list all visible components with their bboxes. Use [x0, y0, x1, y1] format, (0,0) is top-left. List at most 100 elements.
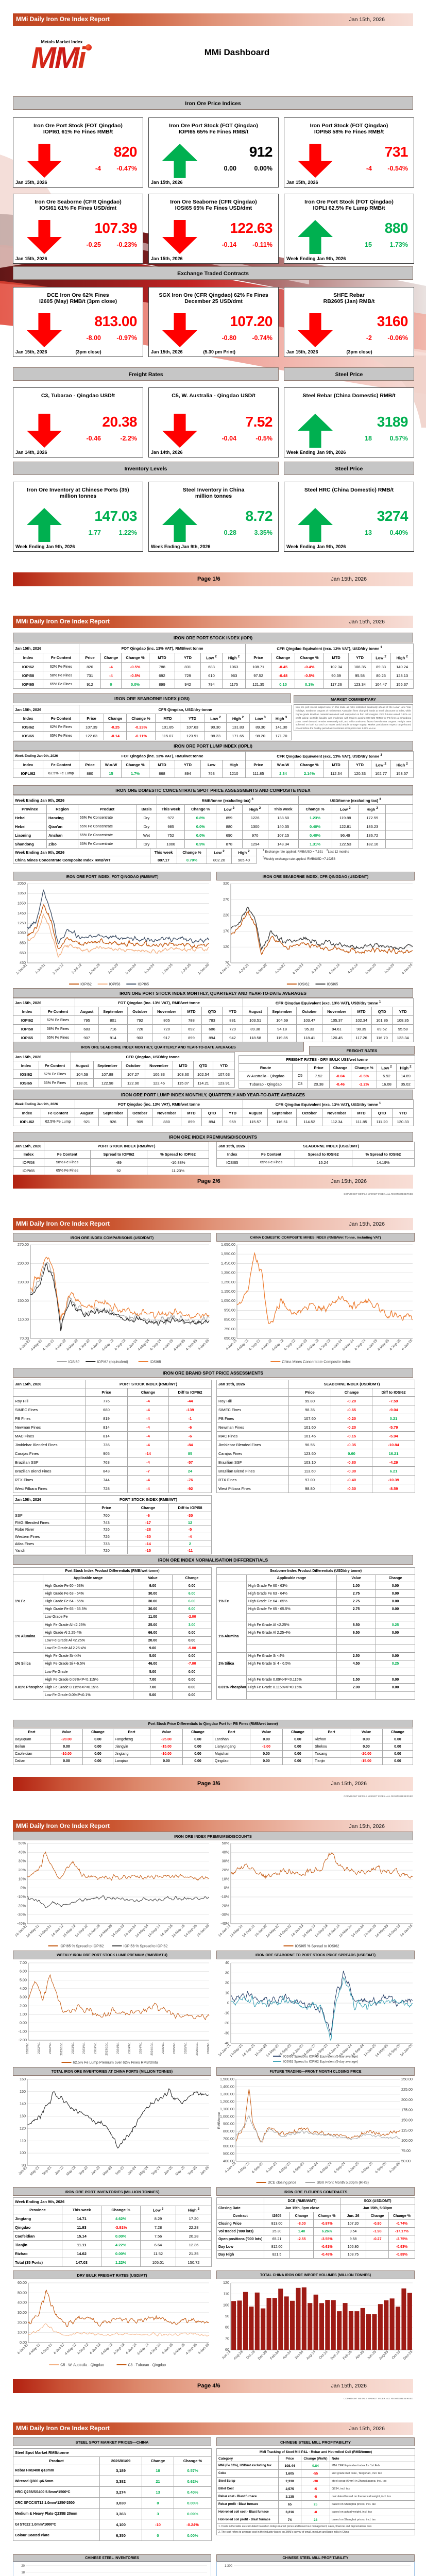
svg-text:1-Jan-23: 1-Jan-23	[89, 963, 101, 975]
svg-text:Aug-24: Aug-24	[306, 2350, 317, 2361]
svg-text:Oct-24: Oct-24	[318, 2350, 329, 2360]
svg-text:14-Sep-22: 14-Sep-22	[75, 1924, 89, 1938]
svg-text:-20%: -20%	[220, 1903, 229, 1908]
svg-text:4-Sep-25: 4-Sep-25	[389, 1338, 402, 1351]
svg-text:IOPI62: IOPI62	[80, 983, 92, 987]
svg-text:1,500.00: 1,500.00	[220, 2077, 234, 2081]
svg-text:225.00: 225.00	[401, 2087, 413, 2092]
svg-text:4-Jul-23: 4-Jul-23	[311, 963, 322, 974]
svg-text:2025/4/1: 2025/4/1	[173, 2042, 176, 2054]
svg-text:May-23: May-23	[102, 2165, 113, 2176]
svg-text:950.00: 950.00	[224, 1308, 235, 1312]
svg-text:1,550.00: 1,550.00	[221, 1251, 235, 1256]
svg-text:4-Jan-25: 4-Jan-25	[161, 2343, 174, 2355]
svg-text:4-May-21: 4-May-21	[30, 1338, 43, 1351]
svg-text:-20%: -20%	[17, 1903, 26, 1908]
svg-text:4-Sep-25: 4-Sep-25	[374, 2161, 387, 2174]
svg-text:125.00: 125.00	[401, 2128, 413, 2132]
svg-text:4-May-23: 4-May-23	[100, 2343, 113, 2355]
svg-text:4-Sep-24: 4-Sep-24	[354, 1338, 367, 1351]
svg-text:120: 120	[223, 2280, 229, 2285]
svg-text:120: 120	[223, 944, 229, 949]
svg-text:20%: 20%	[19, 1868, 26, 1872]
svg-text:IOPI62 (equivalent): IOPI62 (equivalent)	[97, 1361, 128, 1364]
svg-text:62.5% Fe Lump Premium over 62%: 62.5% Fe Lump Premium over 62% Fines RMB…	[73, 2061, 158, 2065]
svg-text:14-May-25: 14-May-25	[171, 1924, 185, 1938]
svg-text:14-Sep-21: 14-Sep-21	[242, 1924, 256, 1938]
svg-text:May-22: May-22	[66, 2165, 77, 2176]
svg-text:14-May-25: 14-May-25	[374, 1924, 389, 1938]
svg-text:4-May-24: 4-May-24	[319, 2161, 332, 2174]
svg-text:30%: 30%	[19, 1859, 26, 1863]
svg-text:4-Jul-22: 4-Jul-22	[275, 963, 286, 974]
svg-text:4-Sep-23: 4-Sep-23	[319, 1338, 332, 1351]
svg-text:1,450.00: 1,450.00	[221, 1261, 235, 1265]
svg-text:Sep-22: Sep-22	[78, 2165, 89, 2176]
svg-text:90: 90	[22, 2163, 26, 2167]
svg-text:170: 170	[223, 928, 229, 933]
svg-text:150.00: 150.00	[401, 2118, 413, 2123]
svg-text:Jan-24: Jan-24	[127, 2165, 138, 2176]
svg-text:Oct-23: Oct-23	[246, 2350, 256, 2360]
svg-text:900.00: 900.00	[223, 2122, 234, 2126]
svg-text:Jan-26: Jan-26	[200, 2165, 210, 2176]
svg-text:600.00: 600.00	[223, 2144, 234, 2148]
svg-text:2023/7/1: 2023/7/1	[94, 2042, 97, 2054]
svg-text:3.00: 3.00	[20, 1995, 27, 1999]
svg-text:1,250.00: 1,250.00	[221, 1280, 235, 1284]
svg-text:110: 110	[224, 2292, 229, 2296]
svg-text:30.00: 30.00	[18, 2310, 27, 2315]
svg-text:1-Jan-22: 1-Jan-22	[52, 963, 64, 975]
svg-text:70: 70	[225, 960, 229, 965]
svg-text:4-May-25: 4-May-25	[173, 1338, 186, 1351]
svg-text:Aug-23: Aug-23	[233, 2350, 244, 2361]
svg-text:-2.00: -2.00	[19, 2038, 27, 2042]
svg-text:14-May-21: 14-May-21	[229, 1924, 244, 1938]
svg-text:2025/1/1: 2025/1/1	[162, 2042, 165, 2054]
svg-text:14-Sep-25: 14-Sep-25	[387, 1924, 402, 1938]
svg-text:175.00: 175.00	[401, 2108, 413, 2112]
svg-text:14-Sep-23: 14-Sep-23	[111, 1924, 125, 1938]
svg-text:Jun-24: Jun-24	[294, 2350, 304, 2360]
svg-text:150.00: 150.00	[18, 1298, 29, 1303]
svg-text:4-Sep-22: 4-Sep-22	[78, 1338, 91, 1351]
svg-text:4-Sep-21: 4-Sep-21	[248, 1338, 261, 1351]
svg-text:220: 220	[223, 913, 229, 918]
svg-text:14-Sep-24: 14-Sep-24	[147, 1924, 162, 1938]
svg-text:30: 30	[225, 1971, 229, 1975]
svg-text:150: 150	[20, 2089, 26, 2094]
svg-text:2022/10/1: 2022/10/1	[60, 2042, 63, 2056]
svg-text:110: 110	[20, 2138, 26, 2143]
svg-text:-10: -10	[224, 2011, 229, 2015]
svg-text:4-Jan-26: 4-Jan-26	[197, 2343, 210, 2355]
svg-text:4-Sep-25: 4-Sep-25	[185, 2343, 198, 2355]
svg-text:14-Sep-21: 14-Sep-21	[38, 1924, 53, 1938]
svg-text:1,150.00: 1,150.00	[221, 1289, 235, 1294]
svg-text:650.00: 650.00	[224, 1336, 235, 1341]
svg-text:14-Jan-26: 14-Jan-26	[400, 1924, 414, 1938]
svg-text:450: 450	[20, 960, 26, 965]
svg-text:50.00: 50.00	[401, 2159, 411, 2163]
svg-text:1850: 1850	[18, 891, 26, 895]
svg-text:70: 70	[225, 2336, 229, 2341]
svg-text:4-Sep-23: 4-Sep-23	[113, 2343, 126, 2355]
svg-text:4-Jan-22: 4-Jan-22	[255, 963, 268, 975]
svg-text:10: 10	[225, 1991, 229, 1995]
svg-text:14-May-22: 14-May-22	[62, 1924, 77, 1938]
svg-text:100: 100	[20, 2150, 26, 2155]
svg-text:2024/10/1: 2024/10/1	[150, 2042, 154, 2056]
svg-text:1,100.00: 1,100.00	[220, 2107, 234, 2111]
svg-text:DCE closing price: DCE closing price	[268, 2181, 297, 2185]
svg-text:2023/4/1: 2023/4/1	[83, 2042, 86, 2054]
svg-text:40.00: 40.00	[18, 2300, 27, 2305]
svg-text:14-Jan-26: 14-Jan-26	[196, 1924, 210, 1938]
svg-text:70.00: 70.00	[20, 1336, 29, 1341]
svg-text:Dec-24: Dec-24	[330, 2350, 341, 2361]
svg-text:SGX Front Month 5.30pm (RHS): SGX Front Month 5.30pm (RHS)	[317, 2181, 369, 2185]
svg-text:4-Jan-26: 4-Jan-26	[388, 2161, 401, 2174]
svg-text:850.00: 850.00	[224, 1317, 235, 1322]
svg-text:100: 100	[223, 2302, 229, 2307]
svg-text:IOSI62: IOSI62	[69, 1361, 80, 1364]
svg-text:2024/4/1: 2024/4/1	[128, 2042, 131, 2054]
svg-text:Aug-25: Aug-25	[379, 2350, 389, 2361]
